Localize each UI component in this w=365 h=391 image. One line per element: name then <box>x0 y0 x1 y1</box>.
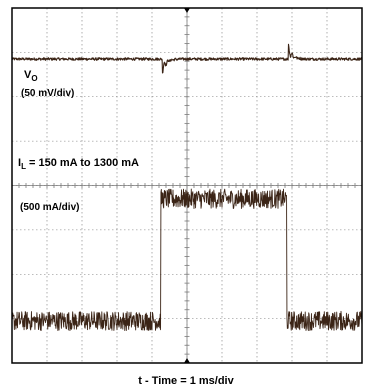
vo-label-sub: O <box>31 74 37 83</box>
il-label-sub: L <box>21 162 26 171</box>
il-scale-label: (500 mA/div) <box>20 202 79 213</box>
il-label-range: = 150 mA to 1300 mA <box>26 157 139 169</box>
il-trace <box>11 188 363 332</box>
traces <box>11 43 363 332</box>
vo-scale-label: (50 mV/div) <box>21 88 74 99</box>
vo-label-main: V <box>24 69 32 81</box>
il-label: IL = 150 mA to 1300 mA <box>18 157 139 171</box>
trigger-marker-top <box>184 8 190 13</box>
x-axis-label: t - Time = 1 ms/div <box>138 375 234 387</box>
vo-label: VO <box>24 69 38 83</box>
il-label-main: I <box>18 157 21 169</box>
trigger-marker-bottom <box>184 358 190 363</box>
plot-frame <box>11 7 363 364</box>
vo-trace <box>11 43 363 74</box>
